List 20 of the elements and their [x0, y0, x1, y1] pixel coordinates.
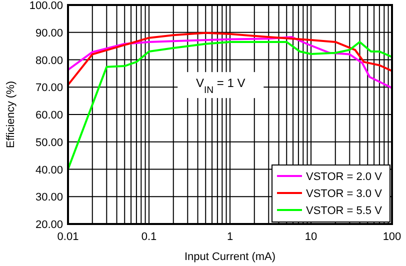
legend-label: VSTOR = 3.0 V — [306, 188, 383, 200]
legend-label: VSTOR = 2.0 V — [306, 171, 383, 183]
y-tick-label: 40.00 — [35, 164, 63, 176]
x-tick-label: 100 — [382, 231, 402, 243]
y-tick-label: 90.00 — [35, 27, 63, 40]
legend-label: VSTOR = 5.5 V — [306, 205, 383, 217]
y-axis-title: Efficiency (%) — [5, 80, 17, 148]
y-tick-label: 30.00 — [35, 192, 63, 204]
x-tick-label: 0.1 — [141, 231, 157, 243]
x-tick-label: 1 — [226, 231, 234, 243]
x-tick-label: 0.01 — [57, 231, 79, 243]
y-tick-label: 70.00 — [35, 82, 63, 94]
y-tick-label: 80.00 — [35, 54, 63, 67]
annotation: V$_{IN}$ = 1 V — [196, 76, 246, 96]
y-tick-label: 20.00 — [35, 219, 63, 231]
y-tick-label: 50.00 — [35, 136, 63, 149]
y-tick-label: 100.00 — [29, 0, 63, 12]
x-axis-title: Input Current (mA) — [184, 251, 276, 263]
y-tick-label: 60.00 — [35, 110, 63, 122]
x-tick-label: 10 — [304, 231, 318, 243]
